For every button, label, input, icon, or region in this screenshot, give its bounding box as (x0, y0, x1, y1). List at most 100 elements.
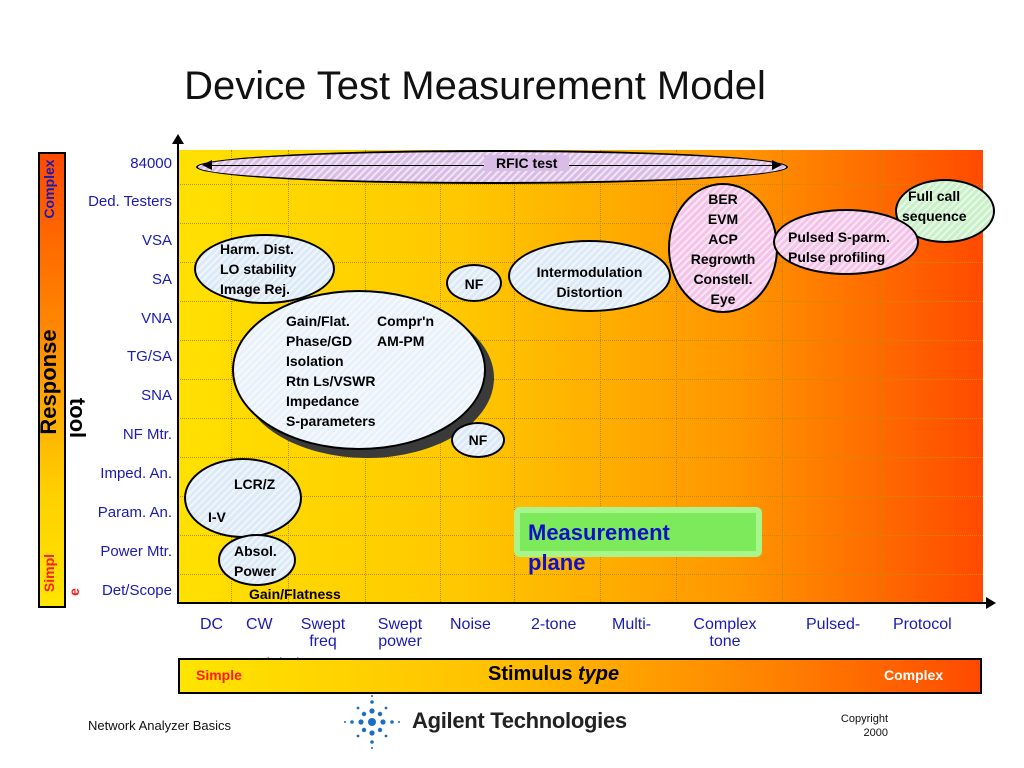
y-axis-title-response: Response (36, 329, 61, 435)
rtn-ls-line: Rtn Ls/VSWR (286, 373, 376, 389)
y-label-power-mtr: Power Mtr. (100, 543, 172, 560)
x-label-multi: Multi- (612, 616, 652, 633)
x-axis-title-type: type (578, 663, 620, 685)
grid-line (178, 496, 983, 497)
copyright-year: 2000 (863, 727, 888, 739)
grid-line (178, 184, 983, 185)
grid-line (178, 574, 983, 575)
y-complex-label: Complex (41, 159, 57, 219)
grid-line (178, 340, 983, 341)
lcr-iv-region (184, 458, 302, 538)
absolute-power-text: Absol. Power (234, 541, 277, 581)
ber-evm-text: BER EVM ACP Regrowth Constell. Eye (668, 189, 778, 309)
x-label-complex-line1: Complex (693, 616, 757, 633)
x-label-complex-line2: tone (709, 633, 741, 650)
x-label-swept-freq: Swept freq (296, 616, 350, 650)
grid-line (676, 150, 677, 602)
gain-flat-col2: Compr'n AM-PM (377, 311, 434, 351)
y-label-det-scope: Det/Scope (101, 582, 172, 599)
power-line: Power (234, 563, 277, 579)
x-label-swept-freq-line2: freq (309, 633, 337, 650)
intermodulation-region (508, 240, 671, 312)
gain-flat-region (232, 290, 486, 450)
evm-line: EVM (707, 211, 739, 227)
absolute-power-region (218, 534, 296, 586)
rfic-arrow-right-icon (772, 160, 782, 170)
x-label-swept-freq-line1: Swept (300, 616, 346, 633)
page-title: Device Test Measurement Model (184, 64, 766, 108)
y-label-84000: 84000 (130, 155, 172, 172)
grid-line (178, 418, 983, 419)
copyright-label: Copyright (840, 713, 888, 725)
stimulus-gradient-bar: Simple Stimulus type Complex (178, 658, 982, 694)
constell-line: Constell. (693, 271, 753, 287)
harmonic-distortion-region (194, 234, 335, 304)
intermodulation-text: Intermodulation Distortion (508, 262, 671, 302)
grid-line (514, 150, 515, 602)
response-gradient-bar (38, 152, 66, 608)
x-axis-line (177, 602, 987, 604)
grid-line (178, 457, 983, 458)
x-label-dc: DC (200, 616, 224, 633)
nf-top-label: NF (464, 276, 484, 292)
y-label-vna: VNA (141, 310, 172, 327)
measurement-plane-label: Measurement plane (528, 520, 670, 575)
grid-line (231, 150, 232, 602)
pulsed-sparm-line2: Pulse profiling (788, 249, 886, 265)
measurement-plane-box (514, 507, 762, 557)
absol-line: Absol. (234, 543, 277, 559)
lo-stability-line: LO stability (220, 261, 297, 277)
y-label-nf-mtr: NF Mtr. (122, 426, 172, 443)
grid-line (178, 223, 983, 224)
s-parameters-line: S-parameters (286, 413, 376, 429)
nf-bottom-label: NF (468, 432, 488, 448)
y-label-tg-sa: TG/SA (126, 348, 172, 365)
x-axis-title: Stimulus type (488, 663, 619, 686)
footer-course-title: Network Analyzer Basics (88, 718, 232, 733)
x-simple-label: Simple (196, 667, 242, 683)
y-label-sna: SNA (141, 387, 172, 404)
harmonic-distortion-text: Harm. Dist. LO stability Image Rej. (220, 239, 296, 299)
x-label-2-tone: 2-tone (531, 616, 577, 633)
pulsed-sparm-text: Pulsed S-parm. Pulse profiling (788, 227, 890, 267)
copyright-block: Copyright 2000 (820, 712, 888, 740)
y-label-param-an: Param. An. (97, 504, 172, 521)
pulsed-sparm-line1: Pulsed S-parm. (788, 229, 890, 245)
nf-bottom-region (451, 422, 505, 458)
y-label-ded-testers: Ded. Testers (88, 193, 172, 210)
y-axis-line (177, 140, 179, 604)
x-label-pulsed: Pulsed- (806, 616, 861, 633)
x-label-complex-tone: Complex tone (688, 616, 762, 650)
y-label-vsa: VSA (141, 232, 172, 249)
intermodulation-line: Intermodulation (536, 264, 643, 280)
phase-gd-line: Phase/GD (286, 333, 353, 349)
nf-top-region (446, 264, 502, 302)
y-simple-label: Simpl (41, 553, 57, 593)
x-axis-arrow-icon (986, 597, 996, 609)
full-call-line1: Full call (908, 188, 961, 204)
full-call-line2: sequence (902, 208, 967, 224)
isolation-line: Isolation (286, 353, 344, 369)
ber-line: BER (708, 191, 738, 207)
x-label-swept-power-line2: power (378, 633, 422, 650)
y-axis-title-tool: tool (65, 397, 90, 439)
x-label-swept-power-line1: Swept (377, 616, 423, 633)
y-axis-arrow-icon (172, 134, 184, 144)
image-rej-line: Image Rej. (220, 281, 291, 297)
am-pm-line: AM-PM (377, 333, 425, 349)
y-label-imped-an: Imped. An. (100, 465, 172, 482)
i-v-label: I-V (208, 509, 226, 525)
grid-line (178, 379, 983, 380)
grid-line (782, 150, 783, 602)
gain-flatness-label: Gain/Flatness (249, 586, 341, 602)
distortion-line: Distortion (556, 284, 623, 300)
harm-dist-line: Harm. Dist. (220, 241, 294, 257)
eye-line: Eye (710, 291, 736, 307)
impedance-line: Impedance (286, 393, 360, 409)
agilent-logo-text: Agilent Technologies (412, 708, 627, 733)
y-simple-label-suffix: e (66, 588, 82, 596)
ber-evm-region (668, 183, 778, 313)
lcr-z-label: LCR/Z (234, 476, 276, 492)
regrowth-line: Regrowth (690, 251, 756, 267)
comprn-line: Compr'n (377, 313, 434, 329)
